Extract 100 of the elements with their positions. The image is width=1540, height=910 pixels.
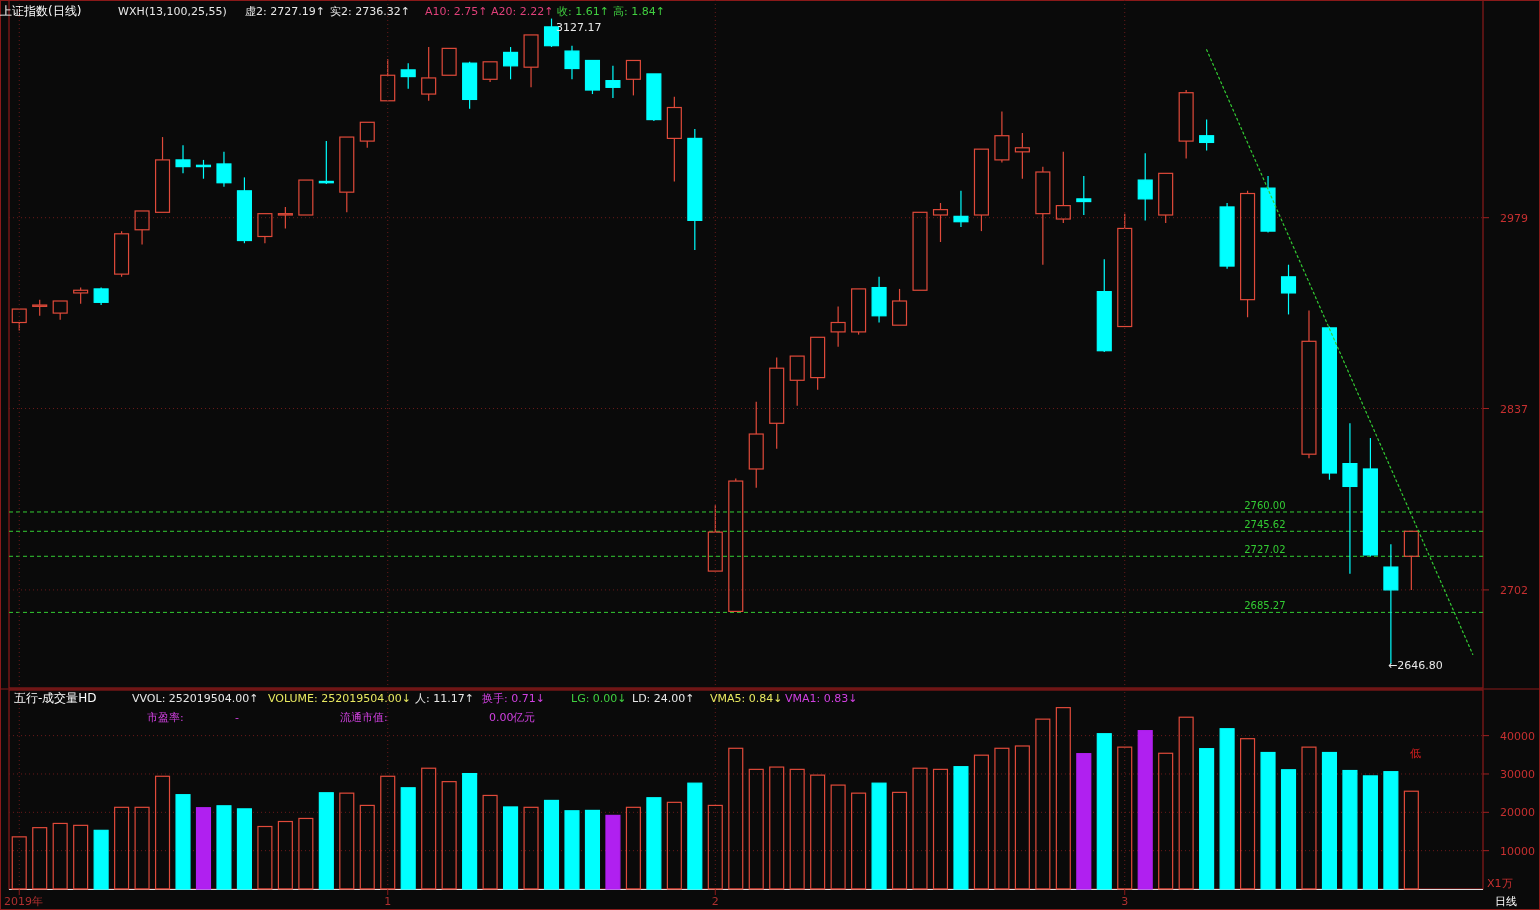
candlestick [482, 61, 498, 83]
bar [973, 754, 989, 890]
annotation: ←2646.80 [1388, 659, 1443, 672]
bar [134, 806, 150, 890]
candlestick [134, 210, 150, 246]
bar [953, 766, 969, 890]
ref-line-label: 2745.62 [1244, 519, 1286, 531]
candlestick [953, 190, 969, 228]
candlestick [1178, 89, 1194, 160]
x-tick-label: 2 [711, 895, 719, 908]
candlestick [257, 213, 273, 244]
bar [1035, 718, 1051, 890]
annotation: 实2: 2736.32↑ [330, 5, 410, 18]
bar [912, 767, 928, 890]
bar [298, 817, 314, 890]
bar [1321, 751, 1338, 890]
candlestick [523, 34, 539, 88]
candlestick [175, 144, 191, 174]
annotation: 人: 11.17↑ [415, 692, 474, 705]
candlestick [1280, 264, 1297, 316]
annotation: 流通市值: [340, 711, 388, 724]
bar [1362, 775, 1378, 890]
bar [1219, 728, 1235, 890]
annotation: VVOL: 252019504.00↑ [132, 692, 259, 705]
candlestick [441, 47, 457, 76]
bar [748, 768, 764, 890]
bar [932, 768, 949, 890]
annotation: 低 [1410, 747, 1421, 760]
candlestick [1014, 132, 1030, 180]
candlestick [339, 136, 355, 213]
candlestick [1301, 309, 1317, 459]
bar [523, 806, 539, 890]
bar [605, 814, 621, 890]
bar [73, 824, 89, 890]
annotation: A20: 2.22↑ [491, 5, 554, 18]
candlestick [400, 62, 416, 90]
annotation: - [235, 711, 239, 724]
candlestick [1342, 422, 1358, 575]
annotation: VMA5: 0.84↓ [710, 692, 783, 705]
bar [1055, 707, 1071, 890]
bar [441, 781, 457, 890]
candlestick [994, 110, 1010, 164]
y-tick-label: 10000 [1500, 844, 1535, 858]
bar [1117, 746, 1133, 890]
annotation: 3127.17 [556, 21, 602, 34]
bar [1199, 748, 1215, 890]
bar [175, 794, 191, 890]
candlestick [707, 504, 723, 572]
candlestick [666, 96, 682, 183]
bar [380, 775, 396, 890]
candlestick [277, 206, 293, 230]
annotation: A10: 2.75↑ [425, 5, 488, 18]
bar [93, 829, 109, 890]
candlestick [1403, 530, 1419, 591]
candlestick [1076, 175, 1092, 216]
bar [216, 805, 232, 890]
bar [851, 792, 867, 890]
candlestick [830, 305, 846, 348]
bar [830, 784, 846, 890]
bar [810, 774, 826, 890]
bar [789, 768, 805, 890]
annotation: LG: 0.00↓ [571, 692, 627, 705]
bar [871, 782, 887, 890]
chart-title: 上证指数(日线) [0, 4, 82, 18]
candlestick [216, 151, 232, 188]
candlestick [1035, 166, 1051, 266]
y-tick-label: 30000 [1500, 767, 1535, 781]
ref-line-label: 2760.00 [1244, 499, 1286, 511]
candlestick [421, 46, 437, 102]
annotation: 市盈率: [147, 711, 184, 724]
candlestick [605, 65, 621, 99]
bar [236, 808, 252, 890]
bar [1240, 738, 1256, 890]
bar [277, 820, 293, 890]
y-tick-label: 2979 [1500, 211, 1528, 225]
bar [462, 772, 478, 890]
candlestick [1199, 118, 1215, 152]
bar [482, 794, 498, 890]
annotation: VOLUME: 252019504.00↓ [268, 692, 411, 705]
bar [114, 806, 130, 890]
bar [1014, 745, 1030, 890]
bar [503, 806, 519, 890]
bar [257, 825, 273, 890]
candlestick [748, 401, 764, 489]
annotation: 0.00亿元 [489, 711, 536, 724]
x-tick-label: 2019年 [4, 895, 43, 908]
candlestick [503, 46, 519, 80]
bar [32, 827, 48, 890]
candlestick [298, 179, 314, 216]
ref-line-label: 2727.02 [1244, 544, 1286, 556]
bar [1301, 746, 1317, 890]
candlestick [1055, 151, 1071, 224]
y-axis-title: X1万 [1487, 877, 1513, 890]
bar [11, 836, 27, 890]
text: 日线 [1495, 895, 1517, 908]
bar [52, 822, 68, 890]
bar [1096, 733, 1112, 890]
annotation: 虚2: 2727.19↑ [245, 5, 325, 18]
candlestick [769, 356, 785, 450]
y-tick-label: 20000 [1500, 806, 1535, 820]
